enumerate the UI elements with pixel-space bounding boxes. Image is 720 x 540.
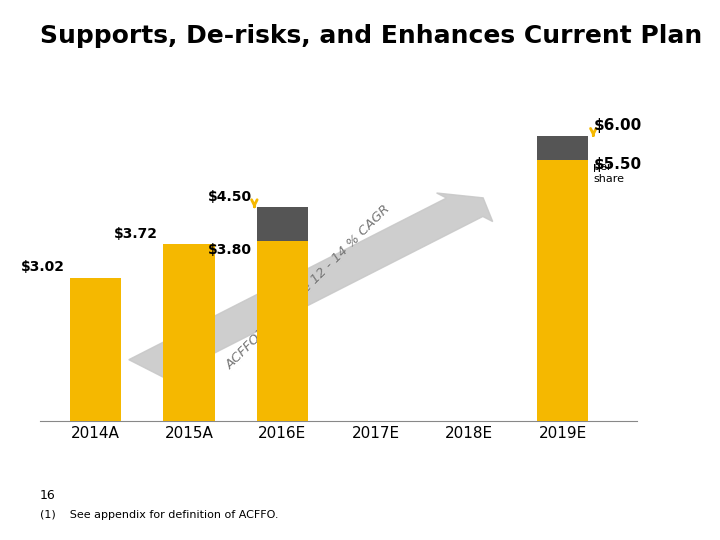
Bar xyxy=(537,160,588,421)
Text: (1)    See appendix for definition of ACFFO.: (1) See appendix for definition of ACFFO… xyxy=(40,510,278,521)
Bar xyxy=(70,278,121,421)
Text: $6.00: $6.00 xyxy=(593,118,642,133)
Bar xyxy=(257,241,308,421)
Text: $3.02: $3.02 xyxy=(21,260,65,274)
FancyArrow shape xyxy=(129,193,492,378)
Bar xyxy=(163,245,215,421)
Bar xyxy=(257,207,308,241)
Text: Supports, De-risks, and Enhances Current Plan: Supports, De-risks, and Enhances Current… xyxy=(40,24,702,48)
Text: per
share: per share xyxy=(593,162,624,184)
Text: $3.80: $3.80 xyxy=(207,243,251,257)
Text: $3.72: $3.72 xyxy=(114,227,158,241)
Bar xyxy=(537,136,588,160)
Text: ACFFO¹ per share 12 - 14 % CAGR: ACFFO¹ per share 12 - 14 % CAGR xyxy=(223,202,393,372)
Text: 16: 16 xyxy=(40,489,55,502)
Text: $4.50: $4.50 xyxy=(207,190,251,204)
Text: Based on organic secured growth only: Based on organic secured growth only xyxy=(51,445,380,460)
Text: $5.50: $5.50 xyxy=(593,157,642,172)
